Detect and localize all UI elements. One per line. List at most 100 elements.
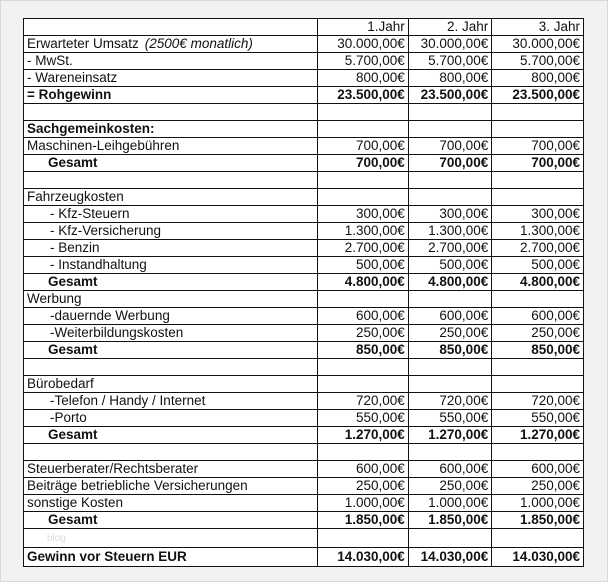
watermark: blog	[47, 533, 66, 544]
year-2-value: 250,00€	[407, 324, 493, 342]
year-2-value: 600,00€	[407, 460, 493, 478]
table-row: Gesamt 1.850,00€ 1.850,00€ 1.850,00€	[22, 511, 584, 529]
table-row: Werbung	[22, 290, 584, 308]
year-3-value	[491, 103, 584, 121]
table-row: -Weiterbildungskosten 250,00€ 250,00€ 250,0…	[22, 324, 584, 342]
row-label: Gewinn vor Steuern EUR	[22, 547, 319, 567]
table-row: -dauernde Werbung 600,00€ 600,00€ 600,00€	[22, 307, 584, 325]
year-2-value	[407, 375, 493, 393]
year-3-value: 700,00€	[491, 137, 584, 155]
table-row: Gesamt 850,00€ 850,00€ 850,00€	[22, 341, 584, 359]
row-label-text: Gesamt	[48, 427, 98, 442]
row-label	[22, 103, 319, 121]
row-label: -dauernde Werbung	[22, 307, 319, 325]
year-2-value: 2.700,00€	[407, 239, 493, 257]
year-1-value: 500,00€	[317, 256, 409, 274]
year-1-value: 4.800,00€	[317, 273, 409, 291]
row-label-text: Werbung	[27, 291, 82, 306]
row-note: (2500€ monatlich)	[144, 36, 253, 51]
row-label	[22, 358, 319, 376]
row-label-text: Gesamt	[48, 512, 98, 527]
year-1-value	[317, 188, 409, 206]
year-1-value: 250,00€	[317, 477, 409, 495]
row-label	[22, 443, 319, 461]
year-3-value: 14.030,00€	[491, 547, 584, 567]
row-label-text: Maschinen-Leihgebühren	[27, 138, 180, 153]
year-1-value: 700,00€	[317, 154, 409, 172]
row-label: -Telefon / Handy / Internet	[22, 392, 319, 410]
year-3-value: 2.700,00€	[491, 239, 584, 257]
row-label-text: Gewinn vor Steuern EUR	[27, 549, 187, 564]
year-1-value: 300,00€	[317, 205, 409, 223]
year-2-value: 1.000,00€	[407, 494, 493, 512]
row-label: -Porto	[22, 409, 319, 427]
year-3-value: 1.270,00€	[491, 426, 584, 444]
row-label: Sachgemeinkosten:	[22, 120, 319, 138]
year-2-value: 550,00€	[407, 409, 493, 427]
row-label-text: Bürobedarf	[27, 376, 94, 391]
row-label-text: Gesamt	[48, 274, 98, 289]
table-row: Erwarteter Umsatz (2500€ monatlich) 30.000…	[22, 35, 584, 53]
table-row: - Instandhaltung 500,00€ 500,00€ 500,00€	[22, 256, 584, 274]
table-row: Sachgemeinkosten:	[22, 120, 584, 138]
year-3-value	[491, 528, 584, 548]
row-label-text: -Porto	[50, 410, 87, 425]
row-label: Werbung	[22, 290, 319, 308]
table-row: - MwSt. 5.700,00€ 5.700,00€ 5.700,00€	[22, 52, 584, 70]
row-label: Beiträge betriebliche Versicherungen	[22, 477, 319, 495]
table-row: Beiträge betriebliche Versicherungen 250,…	[22, 477, 584, 495]
year-2-value	[407, 188, 493, 206]
row-label-text: Gesamt	[48, 155, 98, 170]
table-row: sonstige Kosten 1.000,00€ 1.000,00€ 1.000,0…	[22, 494, 584, 512]
year-3-value	[491, 120, 584, 138]
year-3-value: 30.000,00€	[491, 35, 584, 53]
year-2-value: 14.030,00€	[407, 547, 493, 567]
row-label-text: = Rohgewinn	[27, 87, 112, 102]
row-label-text: -dauernde Werbung	[50, 308, 170, 323]
table-row: Gesamt 4.800,00€ 4.800,00€ 4.800,00€	[22, 273, 584, 291]
year-1-value: 5.700,00€	[317, 52, 409, 70]
row-label	[22, 171, 319, 189]
row-label: Gesamt	[22, 273, 319, 291]
year-1-value: 250,00€	[317, 324, 409, 342]
year-3-value: 720,00€	[491, 392, 584, 410]
year-2-value: 4.800,00€	[407, 273, 493, 291]
row-label: = Rohgewinn	[22, 86, 319, 104]
row-label-text: Steuerberater/Rechtsberater	[27, 461, 199, 476]
year-3-value: 600,00€	[491, 307, 584, 325]
year-3-value: 1.300,00€	[491, 222, 584, 240]
year-2-value: 850,00€	[407, 341, 493, 359]
year-2-value: 500,00€	[407, 256, 493, 274]
year-3-value: 700,00€	[491, 154, 584, 172]
table-row: Gesamt 1.270,00€ 1.270,00€ 1.270,00€	[22, 426, 584, 444]
table-row: - Kfz-Versicherung 1.300,00€ 1.300,00€ 1.30…	[22, 222, 584, 240]
table-row: - Benzin 2.700,00€ 2.700,00€ 2.700,00€	[22, 239, 584, 257]
table-row: = Rohgewinn 23.500,00€ 23.500,00€ 23.500,00…	[22, 86, 584, 104]
table-row	[22, 443, 584, 461]
table-row	[22, 103, 584, 121]
year-2-value	[407, 528, 493, 548]
year-2-value	[407, 120, 493, 138]
year-1-value: 850,00€	[317, 341, 409, 359]
year-3-value	[491, 290, 584, 308]
header-row: 1.Jahr 2. Jahr 3. Jahr	[22, 18, 584, 36]
year-2-value: 700,00€	[407, 154, 493, 172]
row-label-text: - Instandhaltung	[50, 257, 147, 272]
table-row: Fahrzeugkosten	[22, 188, 584, 206]
year-3-value	[491, 171, 584, 189]
row-label: Gesamt	[22, 341, 319, 359]
row-label: -Weiterbildungskosten	[22, 324, 319, 342]
year-2-value	[407, 290, 493, 308]
year-1-value: 14.030,00€	[317, 547, 409, 567]
year-2-value: 5.700,00€	[407, 52, 493, 70]
year-1-value: 1.850,00€	[317, 511, 409, 529]
year-2-value	[407, 171, 493, 189]
year-2-value: 300,00€	[407, 205, 493, 223]
table-row	[22, 358, 584, 376]
year-1-value: 700,00€	[317, 137, 409, 155]
table-row	[22, 171, 584, 189]
year-1-value: 550,00€	[317, 409, 409, 427]
year-3-value	[491, 358, 584, 376]
year-2-value: 720,00€	[407, 392, 493, 410]
table-row: -Telefon / Handy / Internet 720,00€ 720,00…	[22, 392, 584, 410]
